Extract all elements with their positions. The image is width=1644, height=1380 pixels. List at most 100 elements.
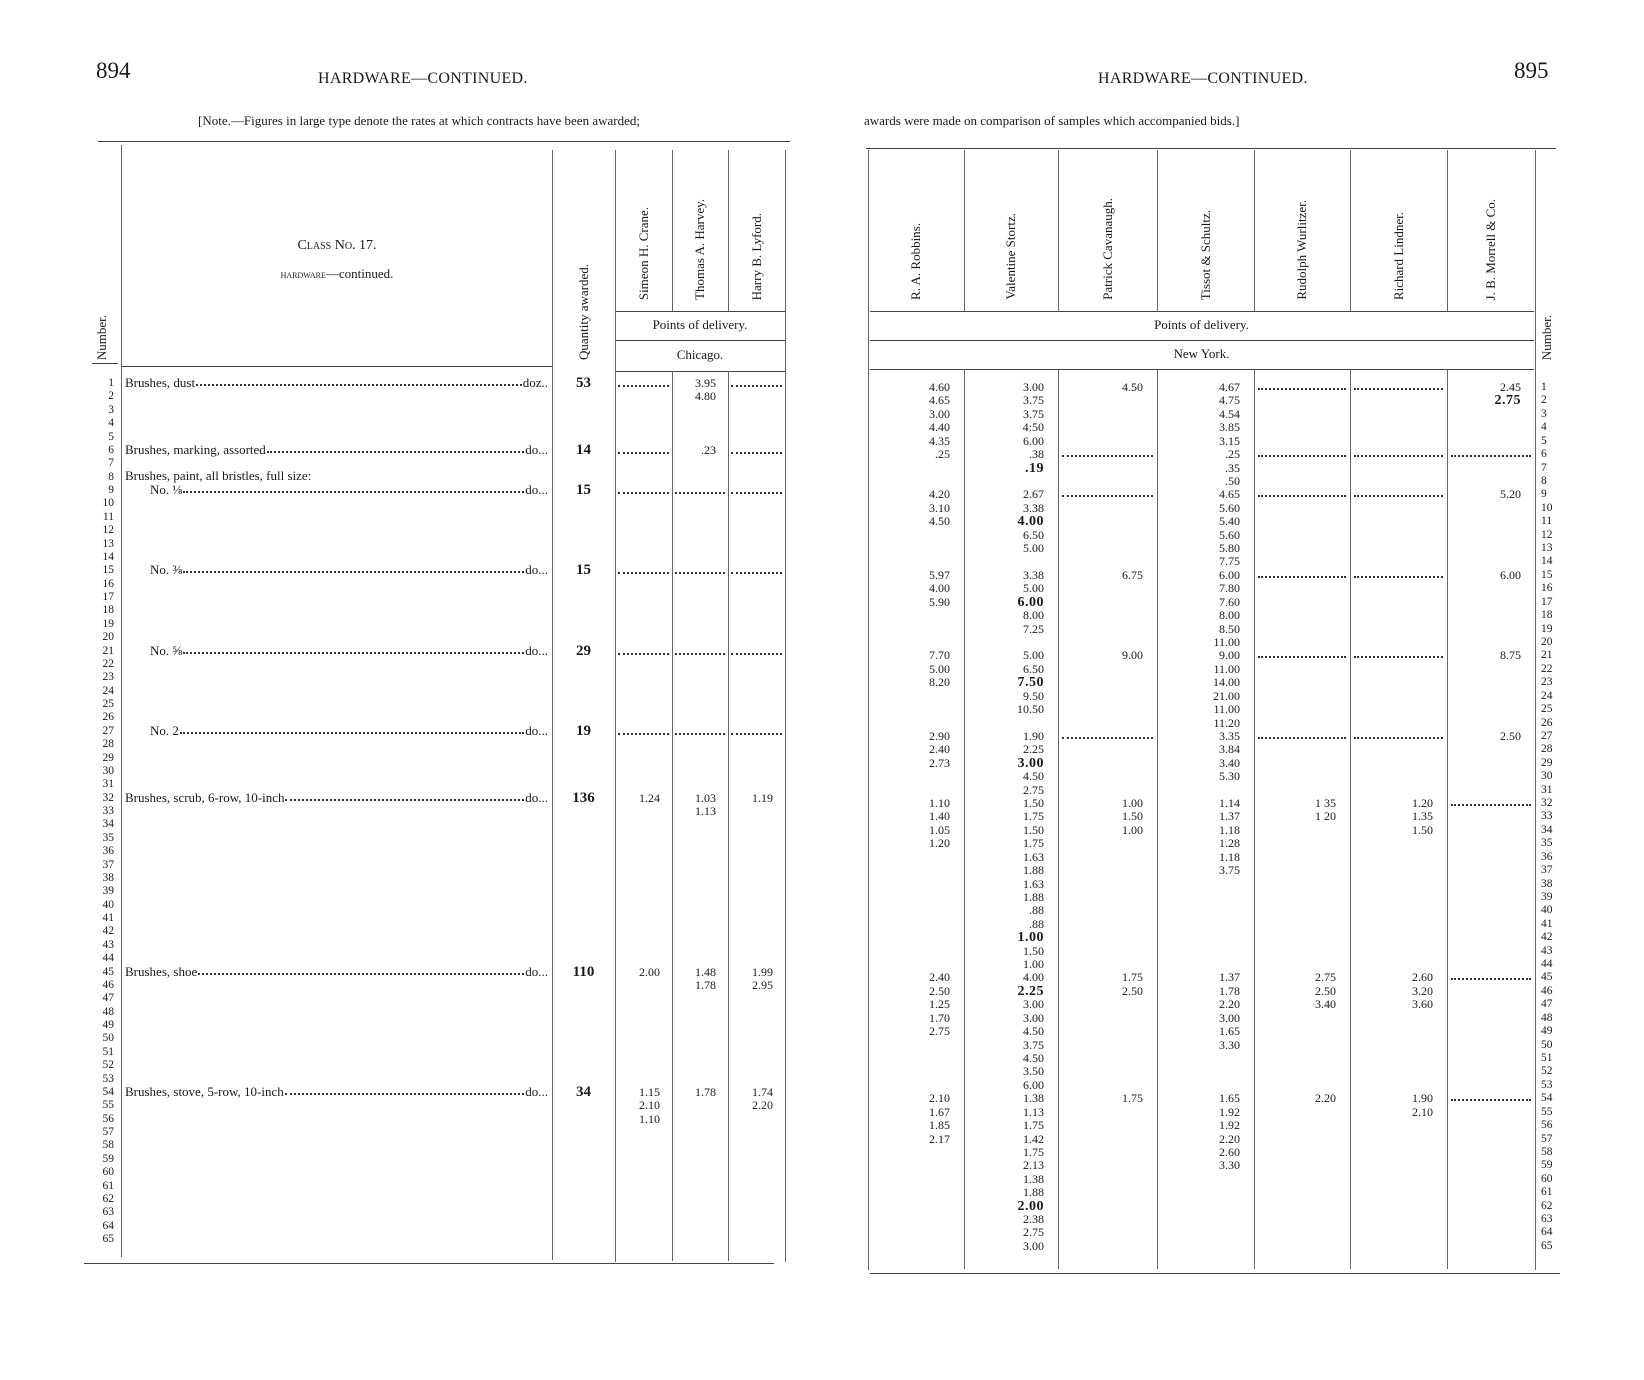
bid-price: 1.88 (1023, 889, 1044, 904)
bid-price: 3.85 (1219, 420, 1240, 435)
number-column-header: Number. (1539, 314, 1554, 360)
row-number: 34 (1541, 823, 1553, 836)
bid-price: 1.37 (1219, 970, 1240, 985)
row-number: 40 (102, 898, 115, 911)
bid-price: 9.50 (1023, 688, 1044, 703)
bid-price: 4.00 (1017, 514, 1044, 530)
bid-price: 1.00 (1122, 822, 1143, 837)
row-number: 14 (102, 550, 115, 563)
row-number: 8 (108, 470, 114, 483)
no-bid-leader (1451, 978, 1531, 981)
bid-price: 4.60 (929, 380, 950, 394)
bid-price: 1.24 (639, 790, 660, 805)
bid-price: 7.70 (929, 648, 950, 663)
bid-price: 5.00 (1023, 648, 1044, 663)
quantity-awarded: 15 (576, 562, 591, 579)
bid-price: 4.50 (1122, 380, 1143, 394)
row-number: 57 (1541, 1132, 1553, 1145)
dot-leader (179, 731, 525, 734)
bid-price: 3.60 (1412, 997, 1433, 1012)
column-divider (728, 150, 729, 311)
row-number: 13 (102, 537, 115, 550)
row-number: 30 (1541, 770, 1553, 783)
class-subheading-rest: —continued. (325, 266, 394, 281)
row-number: 15 (1541, 568, 1553, 581)
bid-price: 1.92 (1219, 1118, 1240, 1133)
row-number: 1 (1541, 381, 1547, 393)
no-bid-leader (618, 492, 669, 494)
bid-price: 2.00 (639, 964, 660, 979)
bid-price: 4.75 (1219, 393, 1240, 408)
row-number: 33 (1541, 810, 1553, 823)
bid-price: 1.75 (1122, 1091, 1143, 1106)
quantity-awarded: 19 (576, 722, 591, 739)
bid-price: 2.17 (929, 1131, 950, 1146)
bid-price: 2.25 (1023, 742, 1044, 757)
no-bid-leader (1258, 736, 1346, 739)
dot-leader (183, 491, 525, 493)
bid-price: 2.50 (1122, 983, 1143, 998)
bid-price: 11.00 (1213, 661, 1240, 676)
row-number: 46 (1541, 984, 1553, 997)
bid-price: 1.75 (1023, 836, 1044, 851)
points-of-delivery-header: Points of delivery. (652, 317, 748, 332)
bid-price: 2.13 (1023, 1158, 1044, 1173)
bid-price: 3.00 (1219, 1010, 1240, 1025)
bid-price: 1.10 (639, 1111, 660, 1126)
bid-price: 2.67 (1023, 487, 1044, 502)
bid-price: 2.20 (1219, 997, 1240, 1012)
row-number: 51 (1541, 1052, 1553, 1064)
bid-price: .88 (1029, 903, 1044, 918)
row-number: 60 (1541, 1172, 1553, 1185)
bid-price: 14.00 (1213, 675, 1240, 690)
bid-price: 4:50 (1022, 420, 1044, 435)
bid-price: 1.75 (1023, 1118, 1044, 1133)
row-number: 17 (1541, 595, 1553, 608)
item-label: No. ⅛ (150, 482, 183, 497)
row-number: 6 (108, 443, 114, 456)
bid-price: 1.85 (929, 1118, 950, 1133)
bid-price: 2.73 (929, 755, 950, 770)
no-bid-leader (1354, 575, 1443, 578)
row-number: 52 (102, 1059, 115, 1072)
bid-price: 6.75 (1122, 567, 1143, 582)
row-number: 18 (1541, 609, 1553, 622)
row-number: 25 (1541, 703, 1553, 716)
column-divider (964, 150, 965, 311)
bid-price: 2.40 (929, 742, 950, 757)
row-number: 11 (102, 510, 114, 523)
bid-price: 3.40 (1315, 997, 1336, 1012)
bid-price: 6.00 (1219, 567, 1240, 582)
bid-price: 2.75 (1315, 970, 1336, 985)
bid-price: 6.00 (1500, 567, 1521, 582)
bid-price: 1.50 (1023, 822, 1044, 837)
bid-price: 1.78 (695, 977, 716, 992)
row-number: 60 (102, 1166, 115, 1179)
no-bid-leader (1451, 804, 1531, 807)
bid-price: 1.65 (1219, 1091, 1240, 1106)
note-text-left: [Note.—Figures in large type denote the … (198, 113, 640, 128)
row-number: 3 (1541, 407, 1547, 420)
bid-price: 2.20 (1219, 1131, 1240, 1146)
no-bid-leader (731, 572, 782, 575)
item-description: Brushes, marking, assorted do... (125, 443, 548, 456)
row-number: 12 (102, 524, 115, 537)
bid-price: .88 (1029, 916, 1044, 931)
bid-price: 1.10 (929, 796, 950, 811)
dot-leader (196, 384, 522, 386)
bid-price: 4.20 (929, 487, 950, 502)
bid-price: 6.00 (1023, 433, 1044, 448)
bid-price: 1.13 (695, 804, 716, 818)
row-number: 17 (102, 591, 115, 603)
row-number: 36 (1541, 850, 1553, 863)
row-number: 16 (1541, 582, 1553, 595)
item-label: Brushes, shoe (125, 963, 198, 979)
class-subheading-caps: hardware (280, 269, 326, 281)
bid-price: 2.00 (1017, 1198, 1044, 1214)
bid-price: 1.38 (1023, 1091, 1044, 1106)
bid-price: 1.37 (1219, 809, 1240, 824)
bid-price: 1.28 (1219, 836, 1240, 851)
bid-price: 1.88 (1023, 863, 1044, 878)
bid-price: 7.50 (1017, 675, 1044, 691)
row-number: 58 (102, 1139, 115, 1152)
